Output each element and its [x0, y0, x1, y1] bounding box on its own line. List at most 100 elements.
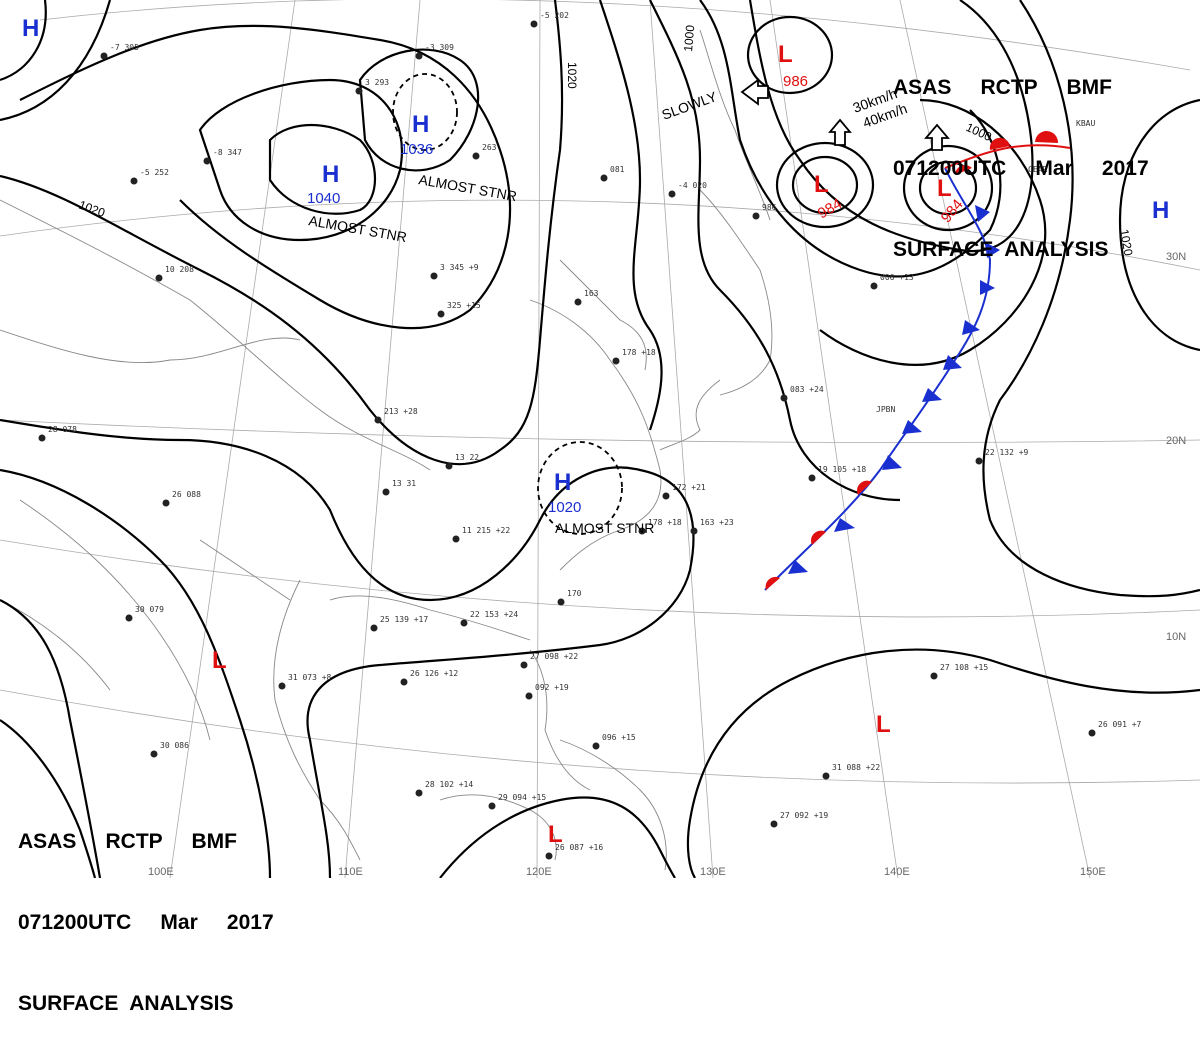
station-marker	[415, 52, 423, 60]
station-marker	[770, 820, 778, 828]
station-plot-value: -7 305	[110, 43, 139, 52]
station-plot-value: 26 126 +12	[410, 669, 458, 678]
station-marker	[930, 672, 938, 680]
station-marker	[430, 272, 438, 280]
isobars	[0, 0, 1200, 878]
low-symbol: L	[548, 821, 563, 848]
region-codes: JPBN KBAU CEAR	[876, 119, 1095, 414]
station-plot-value: 092 +19	[535, 683, 569, 692]
movement-arrows	[740, 78, 950, 151]
high-symbol: H	[1152, 197, 1169, 224]
lon-label-150e: 150E	[1080, 866, 1106, 878]
station-marker	[460, 619, 468, 627]
station-plot-value: -4 020	[678, 181, 707, 190]
low-symbol: L	[814, 171, 829, 198]
station-plot-value: 27 092 +19	[780, 811, 828, 820]
frontal-system	[764, 131, 1071, 591]
station-plot-value: 29 094 +15	[498, 793, 546, 802]
isobar-label: 1020	[77, 198, 107, 220]
station-plot-value: 19 105 +18	[818, 465, 866, 474]
isobar-label: 1020	[565, 62, 579, 89]
station-plot-value: 30 079	[135, 605, 164, 614]
station-marker	[370, 624, 378, 632]
lon-label-130e: 130E	[700, 866, 726, 878]
station-marker	[668, 190, 676, 198]
station-plot-value: 26 088	[172, 490, 201, 499]
region-code-kbau: KBAU	[1076, 119, 1095, 128]
low-symbol: L	[876, 711, 891, 738]
header-title-line: ASAS RCTP BMF	[893, 76, 1112, 99]
station-marker	[437, 310, 445, 318]
station-plot-value: 26 091 +7	[1098, 720, 1142, 729]
station-plot-value: 28 078	[48, 425, 77, 434]
station-plot-value: 22 132 +9	[985, 448, 1029, 457]
station-marker	[530, 20, 538, 28]
station-marker	[638, 527, 646, 535]
slowly-arrow	[740, 78, 769, 106]
cold-front-triangles	[788, 205, 1000, 574]
station-marker	[355, 87, 363, 95]
header-block-bottom-left: ASAS RCTP BMF 071200UTC Mar 2017 SURFACE…	[18, 774, 274, 1044]
station-marker	[472, 152, 480, 160]
station-plot-value: 31 088 +22	[832, 763, 880, 772]
header-datetime-line: 071200UTC Mar 2017	[893, 157, 1149, 180]
station-marker	[574, 298, 582, 306]
lon-label-120e: 120E	[526, 866, 552, 878]
high-symbol: H	[322, 161, 339, 188]
warm-front-semicircles	[765, 131, 1059, 590]
station-plot-value: 27 098 +22	[530, 652, 578, 661]
almost-stnr-label: ALMOST STNR	[417, 171, 518, 204]
header-subtitle-line: SURFACE ANALYSIS	[893, 238, 1109, 261]
high-pressure-value: 1036	[400, 141, 433, 158]
low-pressure-value: 984	[815, 195, 845, 222]
station-plot-value: 170	[567, 589, 582, 598]
station-plot-value: -3 309	[425, 43, 454, 52]
station-marker	[125, 614, 133, 622]
isobar-label: 1000	[681, 24, 697, 52]
station-marker	[155, 274, 163, 282]
station-plot-value: 28 102 +14	[425, 780, 473, 789]
arrow-low-center	[828, 118, 852, 146]
station-marker	[374, 416, 382, 424]
lon-label-100e: 100E	[148, 866, 174, 878]
header-subtitle-line: SURFACE ANALYSIS	[18, 992, 234, 1015]
high-symbol: H	[22, 15, 39, 42]
station-marker	[525, 692, 533, 700]
station-marker	[38, 434, 46, 442]
station-marker	[662, 492, 670, 500]
station-plot-value: 178 +18	[648, 518, 682, 527]
header-datetime-line: 071200UTC Mar 2017	[18, 911, 274, 934]
almost-stnr-label: ALMOST STNR	[555, 520, 654, 536]
station-marker	[752, 212, 760, 220]
high-pressure-value: 1040	[307, 190, 340, 207]
station-plot-value: 25 139 +17	[380, 615, 428, 624]
station-marker	[808, 474, 816, 482]
station-plot-value: 3 293	[365, 78, 389, 87]
station-marker	[203, 157, 211, 165]
station-plot-value: -8 347	[213, 148, 242, 157]
header-block-top-right: ASAS RCTP BMF 071200UTC Mar 2017 SURFACE…	[893, 20, 1149, 290]
station-marker	[520, 661, 528, 669]
station-marker	[612, 357, 620, 365]
station-plot-value: -5 252	[140, 168, 169, 177]
station-marker	[545, 852, 553, 860]
station-marker	[162, 499, 170, 507]
surface-analysis-map: 1020 1020 1000 1020 1000 30N 20N 10N 100…	[0, 0, 1200, 878]
station-marker	[130, 177, 138, 185]
lon-label-140e: 140E	[884, 866, 910, 878]
station-marker	[278, 682, 286, 690]
station-marker	[592, 742, 600, 750]
station-marker	[150, 750, 158, 758]
low-symbol: L	[778, 41, 793, 68]
station-plot-value: 10 208	[165, 265, 194, 274]
high-symbol: H	[412, 111, 429, 138]
station-plot-value: 30 086	[160, 741, 189, 750]
region-code-jpbn: JPBN	[876, 405, 895, 414]
grid-labels: 30N 20N 10N 100E 110E 120E 130E 140E 150…	[148, 251, 1186, 878]
station-plot-value: 163	[584, 289, 599, 298]
region-code-cear: CEAR	[1028, 165, 1047, 174]
station-marker	[1088, 729, 1096, 737]
station-plot-value: 263	[482, 143, 497, 152]
low-symbol: L	[937, 175, 952, 202]
station-marker	[400, 678, 408, 686]
